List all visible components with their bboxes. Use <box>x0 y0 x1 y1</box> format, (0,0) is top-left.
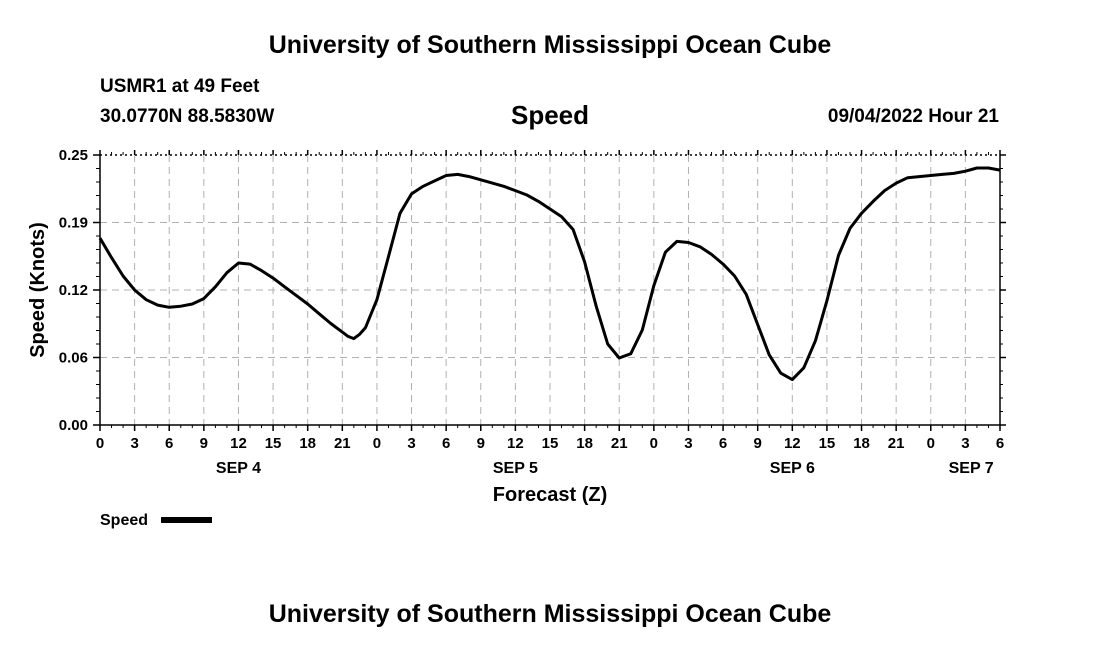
x-tick-label: 21 <box>611 435 628 452</box>
x-tick-label: 9 <box>477 435 485 452</box>
x-tick-label: 12 <box>230 435 247 452</box>
x-tick-label: 12 <box>507 435 524 452</box>
x-tick-label: 6 <box>996 435 1004 452</box>
x-tick-label: 15 <box>542 435 559 452</box>
x-tick-label: 15 <box>819 435 836 452</box>
x-tick-label: 15 <box>265 435 282 452</box>
y-tick-label: 0.06 <box>59 350 88 367</box>
x-axis-label: Forecast (Z) <box>493 484 607 506</box>
x-tick-label: 6 <box>165 435 173 452</box>
x-tick-label: 3 <box>407 435 415 452</box>
x-tick-label: 18 <box>853 435 870 452</box>
station-coordinates: 30.0770N 88.5830W <box>100 106 275 127</box>
x-tick-label: 12 <box>784 435 801 452</box>
x-tick-label: 18 <box>299 435 316 452</box>
x-tick-label: 9 <box>200 435 208 452</box>
x-tick-label: 9 <box>754 435 762 452</box>
date-label: SEP 6 <box>770 460 815 477</box>
x-tick-label: 0 <box>96 435 104 452</box>
x-tick-label: 0 <box>373 435 381 452</box>
x-tick-label: 3 <box>684 435 692 452</box>
y-tick-label: 0.25 <box>59 147 88 164</box>
x-tick-label: 21 <box>888 435 905 452</box>
station-name: USMR1 at 49 Feet <box>100 76 260 97</box>
y-axis-label: Speed (Knots) <box>27 222 49 358</box>
legend-line-swatch <box>161 517 212 523</box>
date-label: SEP 4 <box>216 460 261 477</box>
axis-layer: 0 3 6 9 12 15 18 21 0 3 6 9 12 15 18 21 0 3 6 9 12 15 18 21 0 3 6 0… <box>59 147 1006 477</box>
grid-layer <box>100 155 1000 425</box>
x-tick-label: 3 <box>130 435 138 452</box>
x-tick-label: 18 <box>576 435 593 452</box>
x-tick-label: 0 <box>927 435 935 452</box>
y-tick-label: 0.12 <box>59 282 88 299</box>
y-tick-label: 0.00 <box>59 417 88 434</box>
x-tick-label: 21 <box>334 435 351 452</box>
forecast-datetime: 09/04/2022 Hour 21 <box>827 106 999 127</box>
legend-label: Speed <box>100 512 148 529</box>
date-label: SEP 5 <box>493 460 538 477</box>
chart-title-bottom: University of Southern Mississippi Ocean… <box>268 600 832 628</box>
speed-series-line <box>98 166 1001 382</box>
x-tick-label: 6 <box>719 435 727 452</box>
y-tick-label: 0.19 <box>59 215 88 232</box>
x-tick-label: 3 <box>961 435 969 452</box>
x-tick-label: 6 <box>442 435 450 452</box>
date-label: SEP 7 <box>949 460 994 477</box>
chart-title-top: University of Southern Mississippi Ocean… <box>268 31 832 59</box>
variable-title: Speed <box>510 100 590 130</box>
x-tick-label: 0 <box>650 435 658 452</box>
